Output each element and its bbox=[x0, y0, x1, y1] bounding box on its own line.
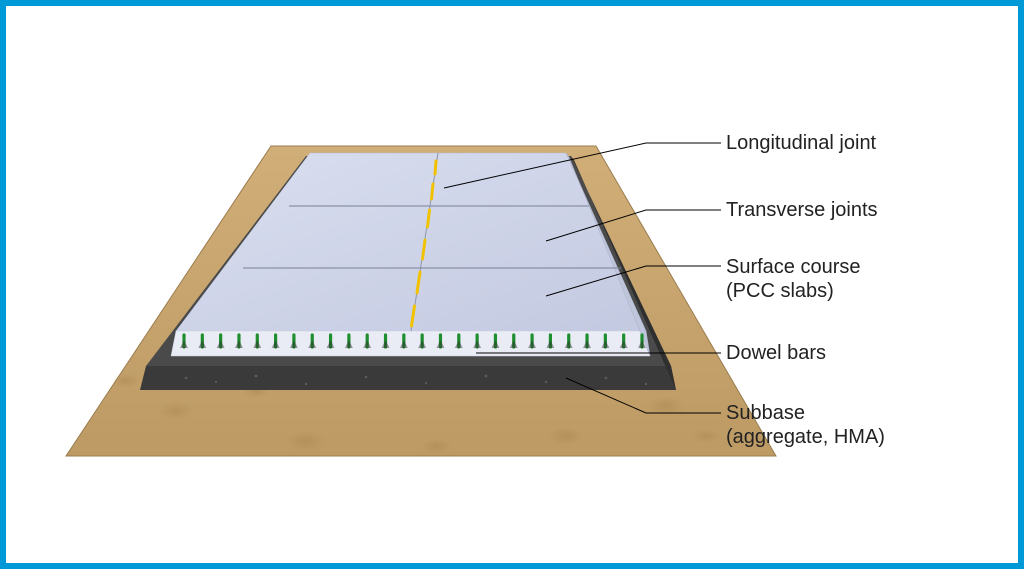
labels: Longitudinal joint Transverse joints Surfa… bbox=[726, 132, 885, 448]
label-longitudinal-joint: Longitudinal joint bbox=[726, 132, 877, 154]
label-subbase: Subbase bbox=[726, 402, 805, 424]
label-surface-course-line2: (PCC slabs) bbox=[726, 280, 834, 302]
diagram-frame: Longitudinal joint Transverse joints Surfa… bbox=[0, 0, 1024, 569]
label-transverse-joints: Transverse joints bbox=[726, 199, 878, 221]
label-dowel-bars: Dowel bars bbox=[726, 342, 826, 364]
label-subbase-line2: (aggregate, HMA) bbox=[726, 426, 885, 448]
pavement-diagram: Longitudinal joint Transverse joints Surfa… bbox=[6, 6, 1018, 563]
label-surface-course: Surface course bbox=[726, 256, 861, 278]
